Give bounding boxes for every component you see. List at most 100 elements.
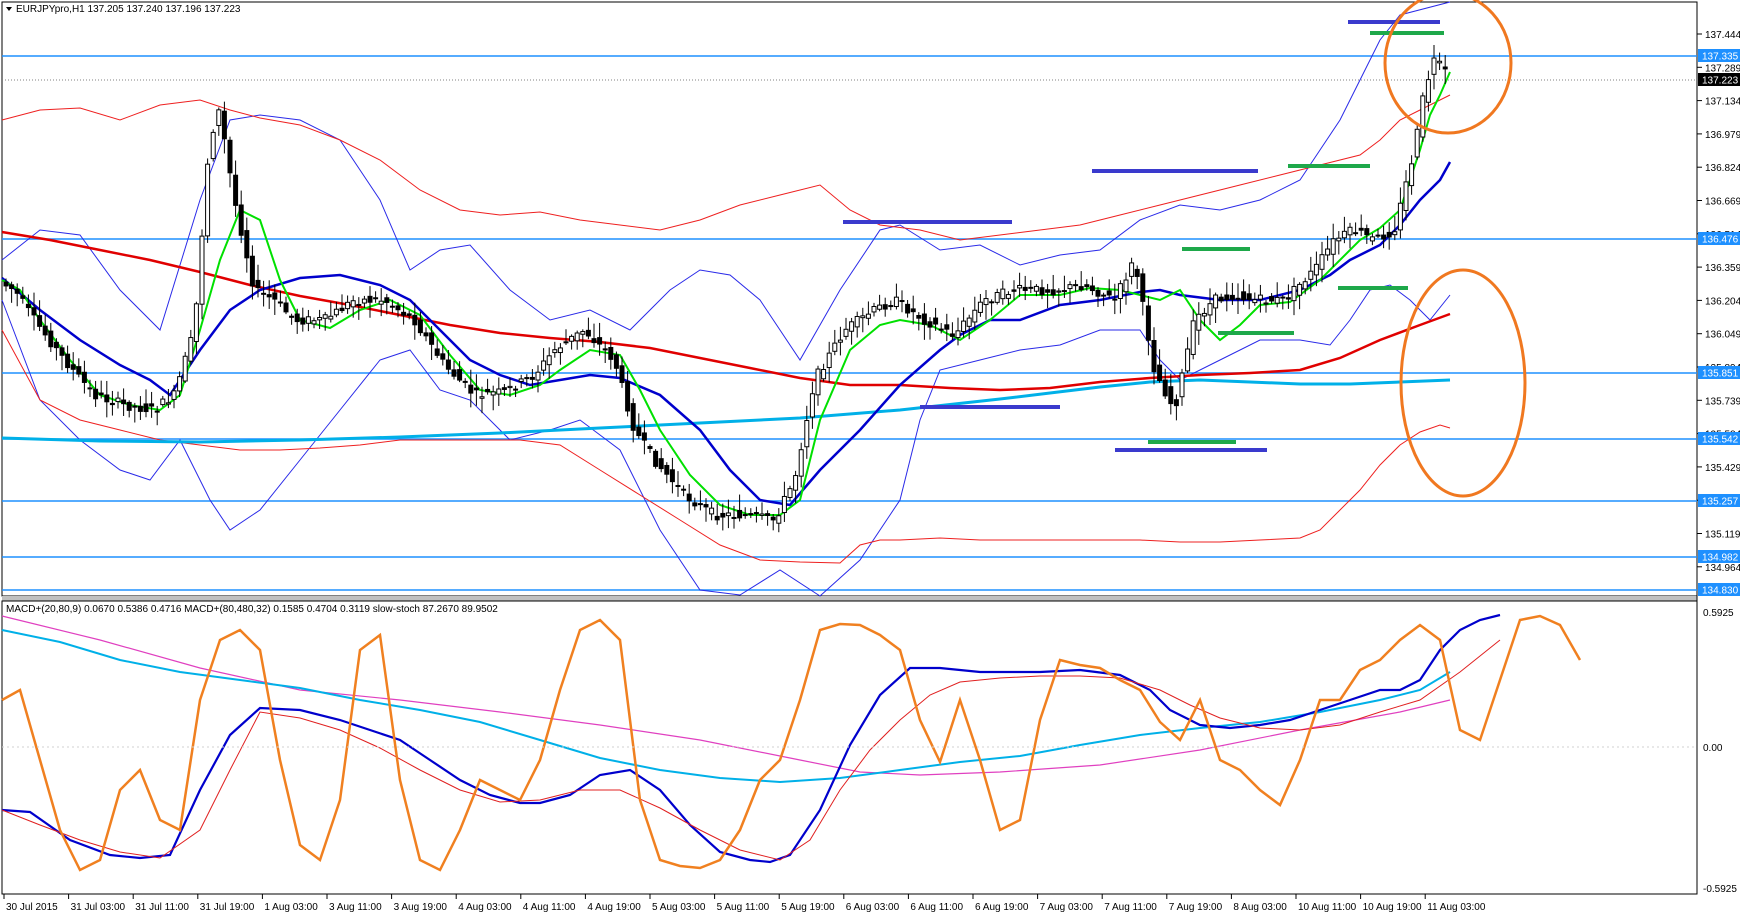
level-label-badge bbox=[1698, 583, 1740, 596]
candle-bear bbox=[1106, 290, 1112, 296]
candle-bear bbox=[272, 292, 278, 300]
candle-bear bbox=[300, 317, 306, 325]
candle-bear bbox=[429, 332, 435, 345]
bollinger-red-lower bbox=[1, 329, 1451, 564]
level-label-text: 135.257 bbox=[1702, 497, 1739, 508]
candle-bear bbox=[294, 313, 300, 323]
annotation-ellipse-top[interactable] bbox=[1383, 0, 1513, 135]
candle-bull bbox=[1000, 288, 1006, 300]
candle-bull bbox=[305, 316, 311, 324]
candle-bear bbox=[1140, 273, 1146, 302]
candle-bear bbox=[899, 300, 905, 303]
candle-bear bbox=[423, 332, 429, 337]
candle-bear bbox=[1442, 66, 1448, 70]
candle-bull bbox=[781, 495, 787, 514]
candle-bull bbox=[552, 349, 558, 354]
candle-bull bbox=[177, 376, 183, 392]
macd-red-signal bbox=[1, 639, 1501, 861]
candle-bull bbox=[317, 317, 323, 321]
candle-bull bbox=[1347, 226, 1353, 236]
candle-bull bbox=[361, 298, 367, 304]
price-tick-label: 136.979 bbox=[1705, 130, 1740, 141]
candle-bull bbox=[569, 335, 575, 342]
candle-bull bbox=[849, 321, 855, 332]
stoch-orange-line bbox=[1, 614, 1582, 872]
time-axis[interactable]: 30 Jul 2015 31 Jul 03:00 31 Jul 11:00 31 Ju… bbox=[3, 894, 1486, 913]
candle-bear bbox=[1028, 286, 1034, 289]
candle-bear bbox=[703, 504, 709, 508]
candle-bear bbox=[1157, 364, 1163, 381]
candle-bear bbox=[65, 353, 71, 369]
candle-bull bbox=[1056, 290, 1062, 293]
candle-bull bbox=[322, 314, 328, 319]
candle-bear bbox=[625, 381, 631, 412]
candle-bull bbox=[350, 300, 356, 308]
candle-bear bbox=[658, 458, 664, 470]
candle-bear bbox=[149, 403, 155, 407]
candle-bull bbox=[843, 328, 849, 337]
candle-bull bbox=[1420, 95, 1426, 138]
candle-bull bbox=[893, 296, 899, 308]
candle-bull bbox=[888, 305, 894, 308]
candle-bear bbox=[384, 297, 390, 303]
panel-separator[interactable] bbox=[2, 596, 1697, 601]
ma-green-fast bbox=[1, 71, 1451, 516]
level-label-badge bbox=[1698, 232, 1740, 245]
candle-bull bbox=[328, 315, 334, 320]
candle-bull bbox=[681, 488, 687, 491]
candle-bear bbox=[1039, 287, 1045, 296]
candle-bull bbox=[171, 390, 177, 400]
bollinger-blue-upper bbox=[1, 1, 1451, 361]
candle-bear bbox=[641, 432, 647, 441]
price-tick-label: 135.739 bbox=[1705, 396, 1740, 407]
candle-bear bbox=[87, 387, 93, 390]
candle-bear bbox=[339, 307, 345, 312]
candlesticks[interactable] bbox=[3, 44, 1448, 533]
candle-bear bbox=[1364, 228, 1370, 236]
candle-bull bbox=[865, 313, 871, 319]
price-axis[interactable]: 137.444 137.289 137.134 136.979 136.824 136.6… bbox=[1697, 30, 1740, 574]
candle-bull bbox=[1061, 290, 1067, 293]
current-price-label: 137.223 bbox=[1702, 76, 1739, 87]
candle-bull bbox=[1274, 296, 1280, 304]
candle-bear bbox=[440, 353, 446, 360]
bollinger-blue-lower bbox=[1, 284, 1451, 597]
candle-bull bbox=[1190, 320, 1196, 355]
candle-bear bbox=[1381, 234, 1387, 240]
candle-bear bbox=[753, 512, 759, 515]
level-labels[interactable]: 137.335 136.476 135.851 135.542 135.257 134.9… bbox=[1698, 49, 1740, 597]
candle-bear bbox=[401, 311, 407, 316]
candle-bull bbox=[1257, 294, 1263, 300]
candle-bear bbox=[1050, 289, 1056, 296]
horizontal-levels[interactable] bbox=[2, 55, 1697, 591]
level-markers[interactable] bbox=[843, 20, 1444, 452]
candle-bear bbox=[31, 307, 37, 316]
candle-bear bbox=[48, 330, 54, 348]
candle-bull bbox=[199, 235, 205, 305]
level-label-text: 135.542 bbox=[1702, 435, 1739, 446]
candle-bull bbox=[731, 516, 737, 519]
candle-bear bbox=[1162, 379, 1168, 397]
annotation-ellipse-bottom[interactable] bbox=[1399, 268, 1527, 498]
level-label-text: 135.851 bbox=[1702, 369, 1739, 380]
candle-bull bbox=[877, 304, 883, 310]
candle-bear bbox=[1145, 305, 1151, 341]
level-label-text: 137.335 bbox=[1702, 52, 1739, 63]
candle-bear bbox=[53, 341, 59, 349]
candle-bear bbox=[462, 380, 468, 383]
triangle-down-icon[interactable] bbox=[6, 7, 12, 11]
candle-bull bbox=[1336, 237, 1342, 242]
candle-bull bbox=[188, 337, 194, 362]
candle-bear bbox=[3, 281, 9, 287]
candle-bull bbox=[182, 355, 188, 382]
time-tick-label: 1 Aug 03:00 bbox=[264, 902, 318, 913]
macd-axis[interactable]: 0.5925 0.00 -0.5925 bbox=[1703, 608, 1737, 895]
candle-bull bbox=[546, 355, 552, 366]
time-tick-label: 6 Aug 19:00 bbox=[975, 902, 1029, 913]
time-tick-label: 5 Aug 11:00 bbox=[717, 902, 770, 913]
candle-bull bbox=[115, 397, 121, 403]
candle-bull bbox=[809, 393, 815, 418]
time-tick-label: 6 Aug 11:00 bbox=[910, 902, 963, 913]
candle-bear bbox=[266, 294, 272, 298]
